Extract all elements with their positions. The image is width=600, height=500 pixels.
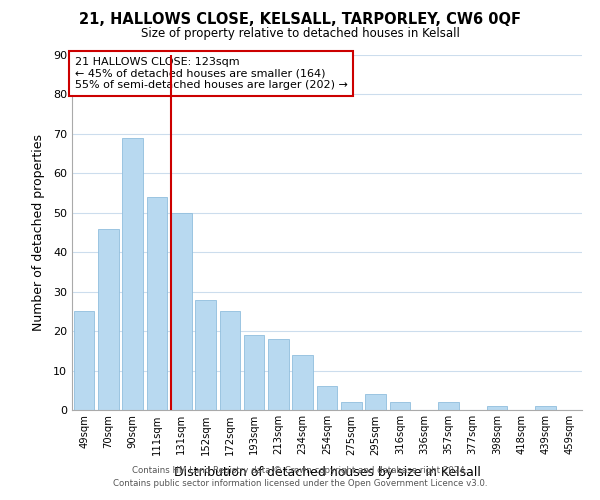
Bar xyxy=(341,402,362,410)
Bar xyxy=(389,402,410,410)
Bar xyxy=(487,406,508,410)
Bar xyxy=(220,312,240,410)
Bar xyxy=(171,213,191,410)
X-axis label: Distribution of detached houses by size in Kelsall: Distribution of detached houses by size … xyxy=(173,466,481,478)
Bar xyxy=(268,339,289,410)
Bar xyxy=(292,355,313,410)
Bar xyxy=(317,386,337,410)
Text: Size of property relative to detached houses in Kelsall: Size of property relative to detached ho… xyxy=(140,28,460,40)
Y-axis label: Number of detached properties: Number of detached properties xyxy=(32,134,44,331)
Bar xyxy=(98,228,119,410)
Bar xyxy=(195,300,216,410)
Text: 21, HALLOWS CLOSE, KELSALL, TARPORLEY, CW6 0QF: 21, HALLOWS CLOSE, KELSALL, TARPORLEY, C… xyxy=(79,12,521,28)
Bar xyxy=(122,138,143,410)
Bar xyxy=(244,335,265,410)
Bar xyxy=(146,197,167,410)
Bar xyxy=(535,406,556,410)
Bar xyxy=(365,394,386,410)
Bar xyxy=(74,312,94,410)
Bar xyxy=(438,402,459,410)
Text: 21 HALLOWS CLOSE: 123sqm
← 45% of detached houses are smaller (164)
55% of semi-: 21 HALLOWS CLOSE: 123sqm ← 45% of detach… xyxy=(74,57,347,90)
Text: Contains HM Land Registry data © Crown copyright and database right 2024.
Contai: Contains HM Land Registry data © Crown c… xyxy=(113,466,487,487)
